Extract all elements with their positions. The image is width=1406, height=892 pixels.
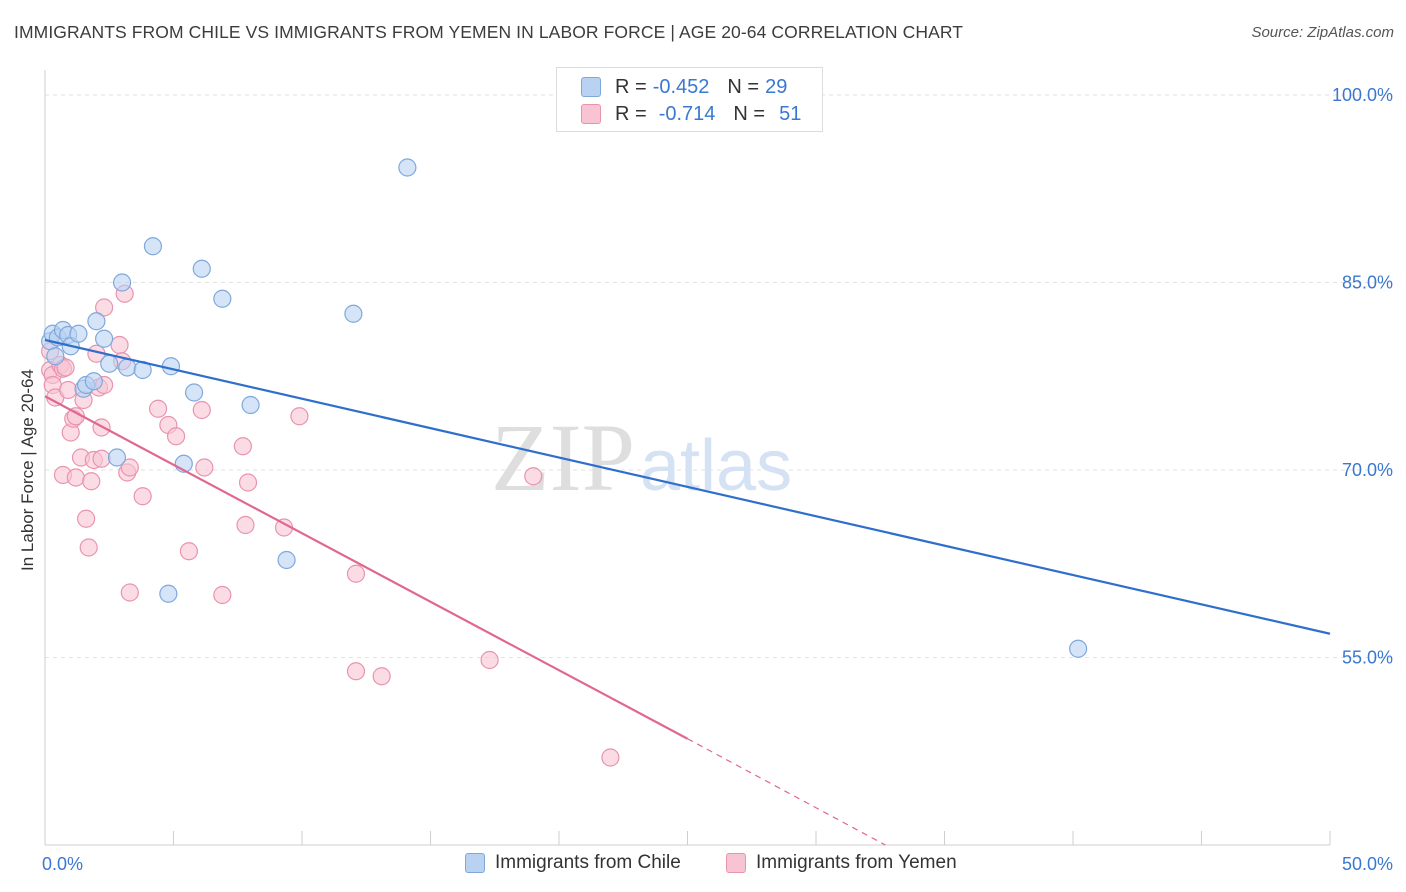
yemen-point — [110, 335, 129, 355]
yemen-point — [77, 509, 96, 528]
y-tick-label: 55.0% — [1342, 648, 1393, 668]
yemen-legend-label: Immigrants from Yemen — [756, 852, 957, 873]
yemen-point — [148, 399, 168, 418]
chile-point — [277, 550, 296, 570]
y-tick-label: 85.0% — [1342, 273, 1393, 293]
yemen-point — [59, 380, 78, 400]
r-value-chile: -0.452 — [652, 75, 710, 98]
chile-point — [112, 273, 132, 292]
chile-point — [161, 357, 181, 376]
yemen-point — [133, 487, 152, 506]
chile-point — [69, 324, 88, 343]
legend-item-yemen: Immigrants from Yemen — [726, 852, 957, 874]
legend-row-yemen: R = -0.714 N = 51 — [581, 102, 801, 126]
chile-point — [159, 584, 178, 603]
legend-row-chile: R = -0.452 N = 29 — [581, 75, 787, 99]
yemen-point — [372, 667, 391, 686]
n-label: N = — [733, 102, 766, 125]
yemen-point — [92, 449, 111, 468]
chile-point — [87, 312, 106, 331]
yemen-trend-line — [44, 395, 689, 740]
chile-point — [241, 395, 260, 415]
chile-point — [192, 259, 211, 278]
chile-legend-label: Immigrants from Chile — [495, 852, 681, 873]
chile-point — [95, 329, 114, 348]
yemen-trend-extension — [687, 738, 886, 846]
chile-point — [143, 237, 163, 256]
n-label: N = — [727, 75, 760, 98]
chile-swatch — [581, 77, 601, 97]
r-label: R = — [615, 102, 647, 125]
chile-point — [1069, 639, 1088, 658]
chile-trend-line — [44, 338, 1331, 635]
chile-point — [344, 304, 363, 323]
trend-lines — [44, 338, 1331, 846]
n-value-yemen: 51 — [779, 102, 802, 125]
r-value-yemen: -0.714 — [658, 102, 716, 125]
yemen-point — [195, 458, 214, 477]
x-tick-label: 0.0% — [42, 854, 83, 874]
yemen-point — [120, 458, 139, 477]
chile-point — [184, 383, 204, 402]
yemen-point — [192, 400, 211, 420]
y-tick-label: 100.0% — [1332, 85, 1393, 105]
chile-point — [46, 347, 65, 366]
yemen-point — [95, 298, 114, 317]
chile-point — [398, 158, 417, 177]
chile-point — [100, 354, 119, 373]
yemen-point — [233, 437, 252, 456]
yemen-point — [480, 650, 499, 670]
watermark: ZIP atlas — [491, 404, 792, 511]
yemen-point — [213, 585, 232, 605]
yemen-point — [79, 538, 98, 557]
yemen-point — [346, 662, 366, 681]
chile-point — [118, 358, 137, 377]
yemen-point — [179, 542, 199, 561]
tick-labels: 55.0% 70.0% 85.0% 100.0% 0.0% 50.0% — [42, 85, 1393, 874]
x-tick-label: 50.0% — [1342, 854, 1393, 874]
chart-title: IMMIGRANTS FROM CHILE VS IMMIGRANTS FROM… — [14, 22, 964, 42]
r-label: R = — [615, 75, 647, 98]
series-yemen-points — [41, 284, 620, 767]
yemen-legend-swatch — [726, 853, 746, 873]
axes — [44, 70, 1331, 846]
chile-point — [213, 289, 232, 308]
yemen-point — [524, 467, 543, 486]
source-credit: Source: ZipAtlas.com — [1251, 24, 1394, 41]
yemen-point — [66, 468, 85, 487]
gridlines — [45, 94, 1392, 658]
yemen-point — [166, 427, 186, 446]
yemen-point — [346, 564, 366, 583]
yemen-point — [601, 748, 620, 767]
stats-legend: R = -0.452 N = 29 R = -0.714 N = 51 — [556, 67, 823, 132]
yemen-point — [56, 358, 75, 377]
chile-legend-swatch — [465, 853, 485, 873]
yemen-point — [82, 472, 101, 491]
legend-item-chile: Immigrants from Chile — [465, 852, 681, 874]
n-value-chile: 29 — [765, 75, 788, 98]
yemen-point — [120, 583, 139, 602]
chile-point — [107, 448, 127, 467]
y-tick-label: 70.0% — [1342, 460, 1393, 480]
yemen-point — [290, 407, 309, 426]
yemen-swatch — [581, 104, 601, 124]
yemen-point — [236, 515, 255, 535]
chile-point — [84, 372, 103, 391]
yemen-point — [238, 473, 258, 492]
